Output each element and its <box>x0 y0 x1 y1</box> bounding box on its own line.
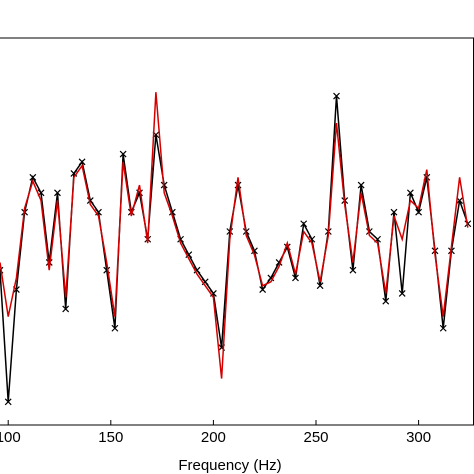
data-marker <box>193 266 201 274</box>
x-tick-label: 250 <box>303 429 328 446</box>
data-marker <box>62 305 70 313</box>
data-marker <box>4 398 12 406</box>
data-marker <box>292 274 299 282</box>
x-tick-label: 200 <box>201 429 226 446</box>
data-marker <box>78 158 86 166</box>
data-marker <box>390 208 398 216</box>
data-marker <box>439 324 447 332</box>
data-marker <box>316 282 324 290</box>
data-marker <box>185 251 193 259</box>
x-tick-label: 300 <box>406 429 431 446</box>
data-marker <box>45 259 53 266</box>
data-marker <box>349 266 357 274</box>
data-marker <box>54 189 61 197</box>
data-marker <box>111 324 119 332</box>
x-axis-label: Frequency (Hz) <box>178 457 281 474</box>
data-marker <box>333 92 340 100</box>
series-line <box>0 92 469 379</box>
data-marker <box>357 181 365 189</box>
data-marker <box>415 208 423 216</box>
data-marker <box>119 150 127 158</box>
x-tick-label: 150 <box>98 429 123 446</box>
data-marker <box>300 220 308 228</box>
data-marker <box>406 189 414 197</box>
series-line <box>0 96 469 402</box>
data-marker <box>86 197 94 204</box>
data-marker <box>259 286 267 293</box>
data-marker <box>382 297 390 305</box>
data-marker <box>267 274 275 282</box>
data-marker <box>398 289 406 297</box>
data-marker <box>29 173 37 181</box>
x-tick-label: 100 <box>0 429 21 446</box>
